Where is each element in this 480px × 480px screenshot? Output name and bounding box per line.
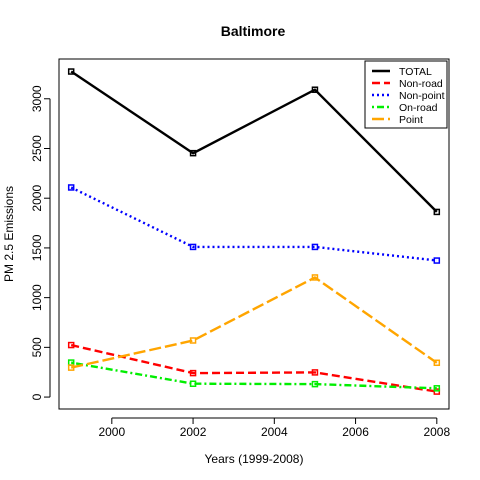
data-point <box>67 359 75 366</box>
data-point <box>67 68 75 75</box>
plot-frame <box>58 58 450 410</box>
series-line <box>70 276 438 369</box>
data-point <box>311 380 319 388</box>
series-on-road <box>67 359 441 392</box>
data-point <box>189 369 197 377</box>
y-axis: 0 500 1000 1500 2000 2500 3000 <box>30 85 51 400</box>
series-layer <box>67 68 441 395</box>
legend-label: TOTAL <box>399 66 432 78</box>
series-line <box>70 70 438 213</box>
data-point <box>433 257 441 264</box>
series-line <box>70 343 437 393</box>
data-point <box>433 385 441 392</box>
data-point <box>311 86 319 93</box>
x-tick-label: 2006 <box>342 425 369 439</box>
chart-title: Baltimore <box>221 23 286 39</box>
data-point <box>67 341 75 349</box>
legend-label: On-road <box>399 102 438 114</box>
y-tick-label: 0 <box>30 393 44 400</box>
x-tick-label: 2000 <box>98 425 125 439</box>
data-point <box>189 149 197 157</box>
data-point <box>189 243 197 251</box>
x-tick-label: 2002 <box>180 425 207 439</box>
y-tick-label: 1500 <box>30 234 44 261</box>
data-point <box>189 380 197 387</box>
data-point <box>67 184 75 191</box>
legend-label: Non-point <box>399 90 445 102</box>
series-non-road <box>67 341 441 395</box>
x-axis: 2000 2002 2004 2006 2008 <box>98 417 450 439</box>
legend-label: Point <box>399 114 423 126</box>
data-point <box>311 369 319 376</box>
series-total <box>67 68 441 216</box>
y-axis-label: PM 2.5 Emissions <box>2 186 16 282</box>
y-tick-label: 3000 <box>30 85 44 112</box>
x-tick-label: 2008 <box>423 425 450 439</box>
data-point <box>433 388 441 395</box>
data-point <box>433 208 441 216</box>
data-point <box>67 364 75 371</box>
series-line <box>70 361 437 390</box>
series-point <box>67 274 441 371</box>
x-axis-label: Years (1999-2008) <box>205 452 304 466</box>
data-point <box>311 243 319 251</box>
y-tick-label: 2000 <box>30 185 44 212</box>
y-tick-label: 2500 <box>30 135 44 162</box>
x-tick-label: 2004 <box>261 425 288 439</box>
y-tick-label: 1000 <box>30 284 44 311</box>
data-point <box>189 337 197 344</box>
legend-label: Non-road <box>399 78 443 90</box>
series-non-point <box>67 184 441 264</box>
data-point <box>433 359 441 367</box>
y-tick-label: 500 <box>30 337 44 357</box>
data-point <box>311 274 319 281</box>
series-line <box>70 186 437 262</box>
